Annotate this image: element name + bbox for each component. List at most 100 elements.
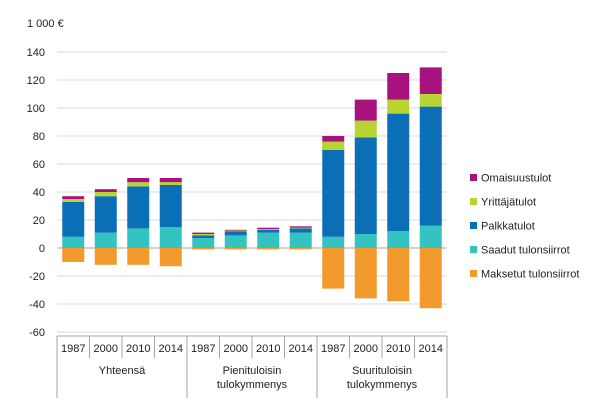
bar-maksetut-tulonsiirrot-11 [419,248,442,309]
bar-saadut-tulonsiirrot-4 [192,238,215,248]
bar-palkkatulot-10 [387,113,410,232]
bar-palkkatulot-3 [159,185,182,227]
bar-yritt-j-tulot-9 [354,120,377,138]
bar-maksetut-tulonsiirrot-3 [159,248,182,267]
bar-maksetut-tulonsiirrot-6 [257,248,280,250]
bar-saadut-tulonsiirrot-3 [159,227,182,248]
x-tick-label: 1987 [61,343,85,355]
bar-yritt-j-tulot-2 [127,182,150,187]
bar-palkkatulot-5 [224,231,247,236]
bar-omaisuustulot-2 [127,178,150,183]
bar-omaisuustulot-3 [159,178,182,183]
x-tick-label: 2000 [94,343,118,355]
bar-yritt-j-tulot-6 [257,229,280,230]
bar-omaisuustulot-8 [322,136,345,142]
bar-yritt-j-tulot-4 [192,234,215,236]
bar-palkkatulot-7 [289,228,312,233]
x-tick-label: 2014 [159,343,183,355]
x-tick-label: 2010 [256,343,280,355]
legend-label: Maksetut tulonsiirrot [481,269,579,281]
y-tick-label: 60 [33,159,45,171]
y-tick-label: -40 [29,299,45,311]
bar-maksetut-tulonsiirrot-5 [224,248,247,250]
bar-palkkatulot-9 [354,137,377,234]
bar-omaisuustulot-1 [94,189,117,192]
bar-yritt-j-tulot-3 [159,182,182,185]
bar-palkkatulot-4 [192,235,215,239]
bar-yritt-j-tulot-0 [62,199,85,202]
bar-yritt-j-tulot-7 [289,227,312,229]
group-label: Yhteensä [99,365,146,377]
bar-yritt-j-tulot-8 [322,141,345,150]
bar-saadut-tulonsiirrot-0 [62,236,85,248]
x-tick-label: 2010 [386,343,410,355]
legend-swatch [470,246,477,253]
bar-saadut-tulonsiirrot-11 [419,225,442,248]
y-tick-label: 140 [27,47,45,59]
bar-palkkatulot-11 [419,106,442,226]
bar-saadut-tulonsiirrot-2 [127,228,150,248]
y-tick-label: -60 [29,327,45,339]
bar-yritt-j-tulot-10 [387,99,410,114]
bar-palkkatulot-8 [322,150,345,237]
x-tick-label: 2014 [419,343,443,355]
bar-omaisuustulot-0 [62,196,85,199]
bar-palkkatulot-6 [257,229,280,233]
y-tick-label: 80 [33,131,45,143]
group-label: tulokymmenys [347,379,418,391]
bar-omaisuustulot-11 [419,67,442,94]
bar-palkkatulot-0 [62,201,85,237]
bar-yritt-j-tulot-11 [419,94,442,107]
legend-swatch [470,270,477,277]
legend-label: Saadut tulonsiirrot [481,245,570,257]
x-tick-label: 2014 [289,343,313,355]
x-tick-label: 2000 [224,343,248,355]
legend-label: Yrittäjätulot [481,197,536,209]
bar-maksetut-tulonsiirrot-1 [94,248,117,265]
x-tick-label: 1987 [191,343,215,355]
bar-maksetut-tulonsiirrot-7 [289,248,312,250]
y-axis-unit-label: 1 000 € [27,18,64,30]
bar-palkkatulot-2 [127,186,150,229]
y-tick-label: 120 [27,75,45,87]
bar-maksetut-tulonsiirrot-0 [62,248,85,262]
bar-yritt-j-tulot-1 [94,192,117,197]
y-tick-label: 20 [33,215,45,227]
bar-palkkatulot-1 [94,196,117,233]
bar-saadut-tulonsiirrot-8 [322,236,345,248]
legend-label: Palkkatulot [481,221,535,233]
y-tick-label: 0 [39,243,45,255]
bar-omaisuustulot-6 [257,227,280,230]
bar-omaisuustulot-9 [354,99,377,121]
bar-omaisuustulot-4 [192,232,215,234]
bar-omaisuustulot-10 [387,73,410,100]
bar-yritt-j-tulot-5 [224,230,247,232]
bar-maksetut-tulonsiirrot-8 [322,248,345,289]
x-tick-label: 1987 [321,343,345,355]
y-tick-label: 40 [33,187,45,199]
legend-label: Omaisuustulot [481,173,551,185]
bar-saadut-tulonsiirrot-6 [257,232,280,248]
group-label: Pienituloisin [223,365,282,377]
group-label: tulokymmenys [217,379,288,391]
y-tick-label: -20 [29,271,45,283]
bar-saadut-tulonsiirrot-5 [224,235,247,248]
bar-maksetut-tulonsiirrot-4 [192,248,215,250]
legend-swatch [470,198,477,205]
legend-swatch [470,174,477,181]
x-tick-label: 2010 [126,343,150,355]
bar-saadut-tulonsiirrot-7 [289,232,312,248]
y-tick-label: 100 [27,103,45,115]
bar-maksetut-tulonsiirrot-10 [387,248,410,302]
legend-swatch [470,222,477,229]
bar-maksetut-tulonsiirrot-9 [354,248,377,299]
bar-omaisuustulot-5 [224,229,247,231]
x-tick-label: 2000 [354,343,378,355]
bar-saadut-tulonsiirrot-10 [387,231,410,248]
group-label: Suurituloisin [352,365,412,377]
bar-omaisuustulot-7 [289,226,312,228]
bar-saadut-tulonsiirrot-1 [94,232,117,248]
bar-saadut-tulonsiirrot-9 [354,234,377,248]
bar-maksetut-tulonsiirrot-2 [127,248,150,265]
